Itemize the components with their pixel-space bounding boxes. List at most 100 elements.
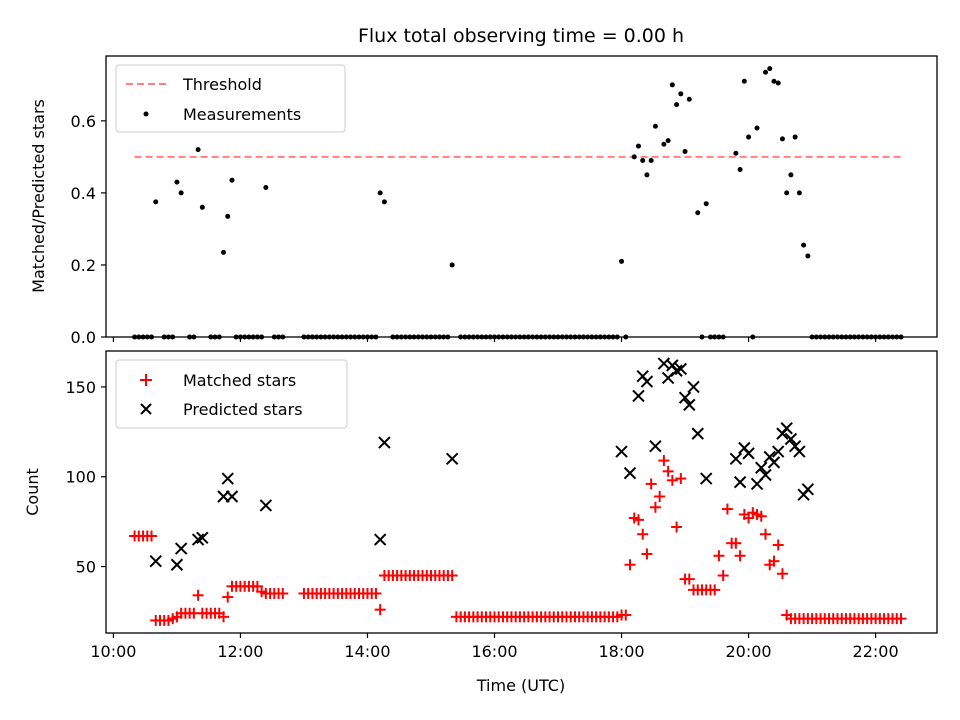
predicted-star-point [772,445,785,458]
predicted-star-point [674,362,688,376]
measurement-point [381,199,387,205]
measurement-point [199,204,205,210]
matched-star-point [776,568,788,580]
predicted-star-point [733,475,747,489]
predicted-star-point [225,490,239,503]
x-tick-label: 12:00 [217,642,263,661]
measurement-point [805,253,811,259]
measurement-point [771,78,777,84]
measurement-point [640,157,646,163]
measurement-point [674,102,680,108]
measurement-point [652,123,658,129]
predicted-star-point [259,499,273,512]
top-y-tick-label: 0.2 [71,256,96,275]
predicted-star-point [640,375,654,388]
matched-star-point [734,550,746,562]
measurement-point [678,91,684,97]
measurement-point [733,150,739,156]
measurement-point [788,172,794,178]
measurement-point [648,157,654,163]
legend-matched-marker [140,374,152,386]
measurement-point [178,190,184,196]
x-tick-label: 10:00 [90,642,136,661]
measurement-point [767,66,773,72]
predicted-star-point [687,380,700,394]
predicted-star-point [445,452,459,465]
bottom-chart-panel: 10:00 12:00 14:00 16:00 18:00 20:00 22:00 50 100… [23,350,938,695]
predicted-star-point [615,445,628,458]
measurement-point [174,179,180,185]
measurement-point [746,134,752,140]
measurement-point [775,80,781,86]
measurement-point [195,147,201,153]
measurement-point [695,210,701,216]
predicted-star-point [793,445,806,458]
predicted-star-point [623,466,637,480]
bottom-chart-ticks: 10:00 12:00 14:00 16:00 18:00 20:00 22:00 50 100… [65,378,898,661]
predicted-star-point [683,398,696,412]
predicted-star-point [691,427,704,440]
measurement-point [796,190,802,196]
matched-star-point [218,611,230,623]
matched-star-point [683,573,695,585]
matched-star-point [755,510,767,522]
matched-star-point [713,550,725,562]
predicted-star-point [784,432,798,446]
matched-star-point [772,539,784,551]
measurement-point [229,177,235,183]
measurement-point [263,184,269,190]
measurement-point [737,166,743,172]
measurement-point [801,242,807,248]
x-axis-label: Time (UTC) [476,676,565,695]
bottom-y-axis-label: Count [23,468,42,516]
matched-star-point [192,589,204,601]
predicted-star-point [649,439,662,453]
x-tick-label: 16:00 [471,642,517,661]
measurement-point [225,213,231,219]
matched-star-point [721,503,733,515]
measurement-point [754,125,760,131]
matched-star-point [374,604,386,616]
matched-star-point [277,587,289,599]
x-tick-label: 18:00 [598,642,644,661]
top-chart-panel: 0.0 0.2 0.4 0.6 Matched/Predicted stars Thr… [29,55,938,347]
predicted-star-point [767,456,781,469]
predicted-star-point [700,472,713,485]
predicted-star-point [801,483,815,496]
matched-star-point [222,591,234,603]
predicted-star-point [755,461,768,474]
matched-star-point [620,609,632,621]
matched-star-point [146,530,158,542]
matched-star-point [446,570,458,582]
top-chart-title: Flux total observing time = 0.00 h [358,25,684,47]
measurement-point [669,82,675,88]
bottom-chart-frame [105,350,938,634]
matched-star-point [675,473,687,485]
predicted-star-point [678,391,692,404]
bottom-chart-marks [129,357,907,626]
measurement-point [635,143,641,149]
matched-star-point [895,613,907,625]
measurement-point [703,201,709,207]
matched-star-point [370,587,382,599]
measurement-point [644,172,650,178]
matched-star-point [768,555,780,567]
top-legend-box [115,64,346,133]
matched-star-point [658,455,670,467]
measurement-point [779,136,785,142]
predicted-star-point [196,531,209,545]
predicted-star-point [729,452,743,465]
measurement-point [449,262,455,268]
top-chart-marks [132,66,904,340]
bottom-y-tick-label: 50 [76,558,96,577]
matched-star-point [645,478,657,490]
legend-measurements-label: Measurements [183,105,301,124]
x-tick-label: 14:00 [344,642,390,661]
matched-star-point [662,465,674,477]
bottom-y-tick-label: 150 [65,378,96,397]
measurement-point [784,190,790,196]
measurement-point [661,141,667,147]
matched-star-point [632,514,644,526]
predicted-star-point [170,558,184,571]
